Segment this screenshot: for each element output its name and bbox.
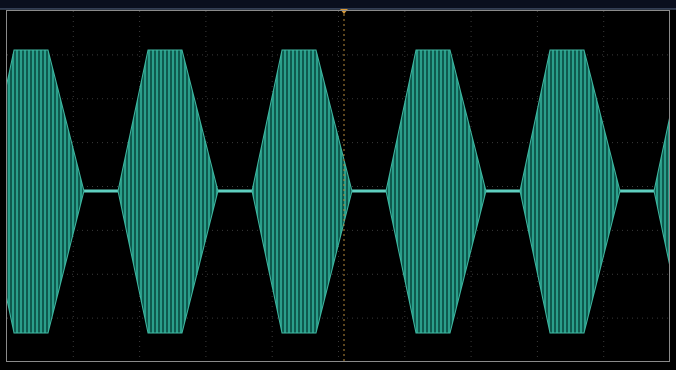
burst (7, 49, 85, 334)
burst (519, 49, 621, 334)
burst (117, 49, 219, 334)
burst (385, 49, 487, 334)
screen-border (6, 10, 670, 362)
waveform (7, 49, 670, 334)
burst (653, 113, 670, 270)
top-bar (0, 0, 676, 9)
burst (251, 49, 353, 334)
